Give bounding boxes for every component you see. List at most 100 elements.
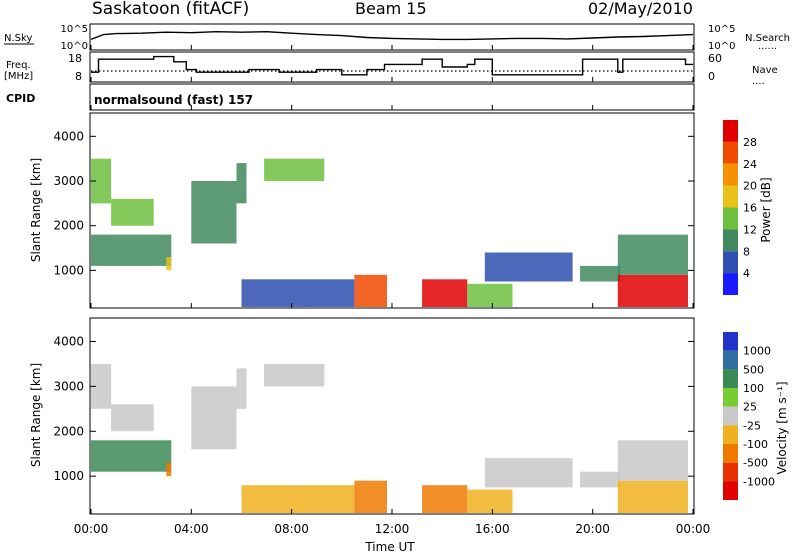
beam-label: Beam 15	[355, 0, 427, 18]
frequency-series-line	[91, 55, 693, 76]
velocity-colorbar-swatch	[723, 350, 738, 370]
power-colorbar-tick: 24	[743, 158, 757, 171]
power-cell	[111, 198, 154, 226]
power-colorbar-swatch	[723, 251, 738, 274]
velocity-cell	[484, 458, 573, 488]
time-tick-label: 00:00	[676, 522, 711, 536]
velocity-cell	[111, 404, 154, 432]
power-cell	[191, 181, 237, 244]
velocity-colorbar-tick: 500	[743, 363, 764, 376]
velocity-cell	[166, 462, 172, 477]
noise-series-line	[90, 30, 694, 41]
power-colorbar-tick: 4	[743, 267, 750, 280]
velocity-colorbar-swatch	[723, 462, 738, 482]
time-tick-label: 00:00	[74, 522, 109, 536]
power-colorbar-label: Power [dB]	[759, 177, 773, 242]
power-cell	[354, 274, 387, 307]
time-tick-label: 16:00	[475, 522, 510, 536]
velocity-colorbar-swatch	[723, 406, 738, 426]
time-tick-label: 12:00	[375, 522, 410, 536]
velocity-colorbar-swatch	[723, 481, 738, 500]
power-colorbar-tick: 28	[743, 136, 757, 149]
power-range-axis-label: Slant Range [km]	[29, 158, 43, 262]
noise-axis-bottom-left: 10^0	[61, 41, 88, 52]
velocity-colorbar-swatch	[723, 369, 738, 388]
noise-axis-bottom-right: 10^0	[708, 41, 735, 52]
power-cell	[617, 234, 688, 275]
power-range-ticks: 1000 2000 3000 4000	[53, 129, 694, 277]
nave-dotted-marker: ....	[752, 76, 765, 87]
freq-axis-bottom-right: 0	[708, 70, 715, 83]
freq-label-line1: Freq.	[6, 60, 31, 71]
power-cell	[467, 283, 513, 307]
power-cell	[484, 252, 573, 282]
power-cell	[422, 279, 468, 307]
velocity-colorbar-swatch	[723, 388, 738, 407]
velocity-cell	[91, 363, 112, 409]
velocity-cell	[422, 485, 468, 513]
velocity-colorbar-tick: 25	[743, 401, 757, 414]
velocity-colorbar-tick: -500	[743, 457, 768, 470]
nsearch-label: N.Search	[745, 33, 790, 44]
velocity-cell	[617, 480, 688, 513]
range-tick-label: 3000	[53, 379, 84, 393]
velocity-colorbar-tick: -1000	[743, 475, 775, 488]
velocity-colorbar-tick: 100	[743, 382, 764, 395]
velocity-cell	[191, 386, 237, 450]
power-colorbar-swatch	[723, 141, 738, 164]
power-cell	[580, 265, 621, 282]
velocity-colorbar-label: Velocity [m s⁻¹]	[775, 381, 789, 474]
velocity-colorbar: 1000 500 100 25 -25 -100 -500 -1000	[723, 332, 775, 500]
range-tick-label: 3000	[53, 174, 84, 188]
velocity-cell	[264, 363, 325, 387]
freq-axis-bottom-left: 8	[75, 70, 82, 83]
time-tick-label: 08:00	[274, 522, 309, 536]
range-tick-label: 1000	[53, 469, 84, 483]
station-title: Saskatoon (fitACF)	[92, 0, 249, 19]
power-colorbar: 4 8 12 16 20 24 28	[723, 120, 757, 295]
freq-axis-top-left: 18	[68, 52, 82, 65]
power-colorbar-tick: 8	[743, 245, 750, 258]
power-colorbar-tick: 20	[743, 180, 757, 193]
power-colorbar-swatch	[723, 185, 738, 208]
power-colorbar-swatch	[723, 229, 738, 252]
velocity-colorbar-swatch	[723, 444, 738, 463]
power-cell	[617, 274, 688, 307]
time-tick-label: 04:00	[174, 522, 209, 536]
velocity-cell	[236, 368, 247, 409]
power-colorbar-swatch	[723, 120, 738, 142]
time-axis-ticks: 00:00 04:00 08:00 12:00 16:00 20:00 00:00	[74, 45, 711, 536]
velocity-colorbar-tick: -25	[743, 419, 761, 432]
power-colorbar-swatch	[723, 207, 738, 230]
velocity-echo-cells	[91, 363, 688, 513]
power-colorbar-swatch	[723, 163, 738, 186]
cpid-text: normalsound (fast) 157	[94, 93, 253, 107]
noise-axis-top-right: 10^5	[708, 24, 735, 35]
range-tick-label: 1000	[53, 263, 84, 277]
noise-axis-top-left: 10^5	[61, 24, 88, 35]
velocity-range-axis-label: Slant Range [km]	[29, 363, 43, 467]
time-tick-label: 20:00	[575, 522, 610, 536]
power-colorbar-tick: 12	[743, 223, 757, 236]
velocity-cell	[580, 471, 621, 488]
freq-label-line2: [MHz]	[4, 71, 33, 82]
power-echo-cells	[91, 158, 688, 307]
power-cell	[166, 257, 172, 271]
velocity-cell	[467, 489, 513, 513]
velocity-cell	[91, 440, 172, 472]
power-colorbar-swatch	[723, 273, 738, 295]
range-tick-label: 2000	[53, 424, 84, 438]
velocity-colorbar-swatch	[723, 425, 738, 444]
power-cell	[264, 158, 325, 181]
nsky-label: N.Sky	[4, 33, 32, 44]
range-tick-label: 4000	[53, 129, 84, 143]
freq-axis-top-right: 60	[708, 52, 722, 65]
time-axis-label: Time UT	[364, 540, 415, 554]
velocity-colorbar-tick: 1000	[743, 345, 771, 358]
date-label: 02/May/2010	[588, 0, 693, 18]
range-tick-label: 2000	[53, 219, 84, 233]
velocity-cell	[241, 485, 355, 513]
range-tick-label: 4000	[53, 334, 84, 348]
nave-label: Nave	[752, 65, 778, 76]
